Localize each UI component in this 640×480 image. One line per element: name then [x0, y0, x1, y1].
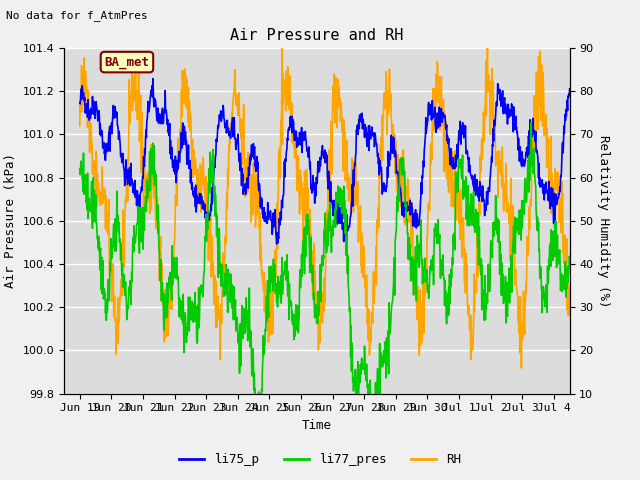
Y-axis label: Relativity Humidity (%): Relativity Humidity (%): [597, 134, 610, 307]
Title: Air Pressure and RH: Air Pressure and RH: [230, 28, 403, 43]
Legend: li75_p, li77_pres, RH: li75_p, li77_pres, RH: [173, 448, 467, 471]
X-axis label: Time: Time: [302, 419, 332, 432]
Text: BA_met: BA_met: [104, 56, 150, 69]
Y-axis label: Air Pressure (kPa): Air Pressure (kPa): [4, 153, 17, 288]
Text: No data for f_AtmPres: No data for f_AtmPres: [6, 10, 148, 21]
